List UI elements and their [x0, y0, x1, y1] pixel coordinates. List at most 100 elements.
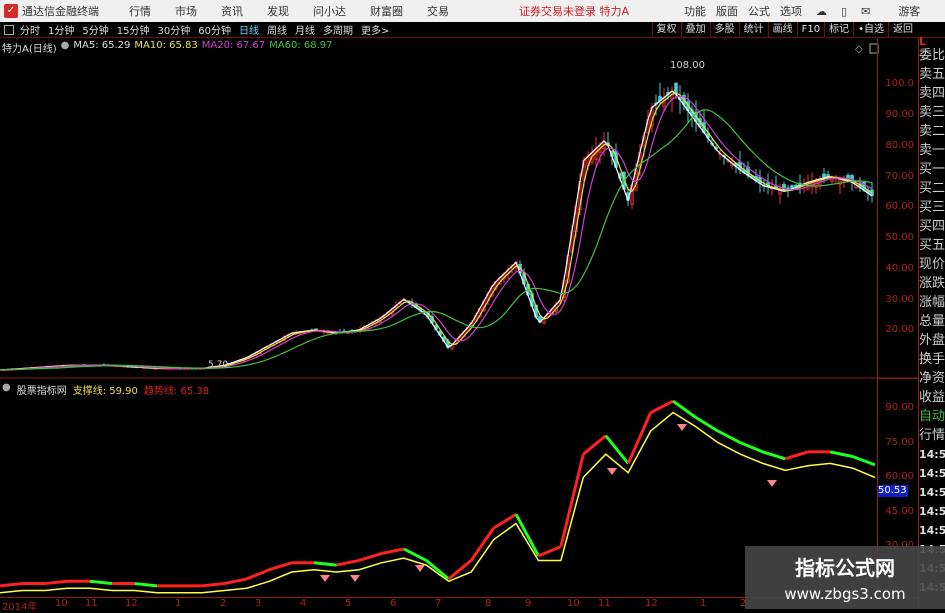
- date-axis: 2014年 10 11 12 1 2 3 4 5 6 7 8 9 10 11 12 1 2: [0, 597, 918, 613]
- quote-label: 卖五: [919, 67, 945, 82]
- diamond-icon[interactable]: ◇: [855, 44, 863, 55]
- menu-wealth[interactable]: 财富圈: [370, 5, 403, 18]
- period-tab[interactable]: 1分钟: [48, 26, 75, 37]
- period-tab[interactable]: 多周期: [322, 26, 353, 37]
- period-tab[interactable]: 60分钟: [198, 26, 231, 37]
- period-tab[interactable]: 周线: [266, 26, 287, 37]
- date-tick: 4: [300, 598, 307, 609]
- quote-tab[interactable]: 行情: [919, 428, 945, 443]
- phone-icon[interactable]: ▯: [841, 4, 848, 18]
- f10-button[interactable]: F10: [796, 22, 824, 38]
- tick-time: 14:56: [919, 486, 945, 499]
- trend-segment: [224, 577, 248, 586]
- menu-layout[interactable]: 版面: [716, 5, 739, 18]
- trend-segment: [559, 453, 585, 547]
- trend-segment: [604, 434, 630, 465]
- tick-time: 14:56: [919, 448, 945, 461]
- menu-ask[interactable]: 问小达: [313, 5, 346, 18]
- menu-quotes[interactable]: 行情: [129, 5, 151, 18]
- back-button[interactable]: 返回: [888, 22, 917, 38]
- quote-label: 卖二: [919, 124, 945, 139]
- period-tab[interactable]: 15分钟: [116, 26, 150, 37]
- draw-button[interactable]: 画线: [767, 22, 797, 38]
- trend-segment: [201, 582, 225, 588]
- period-tab[interactable]: 30分钟: [157, 26, 191, 37]
- indicator-icon[interactable]: ●: [2, 382, 11, 393]
- trend-segment: [89, 579, 113, 586]
- quote-panel: L 委比 卖五 卖四 卖三 卖二 卖一 买一 买二 买三 买四 买五 现价 涨跌 涨幅 总量 外盘 换手 净资 收益…: [918, 35, 945, 609]
- signal-marker-icon: [607, 468, 617, 475]
- lr-icon[interactable]: L: [919, 35, 927, 48]
- period-tab-active[interactable]: 日线: [238, 26, 259, 37]
- panel-toggle-icon[interactable]: [869, 43, 879, 54]
- quote-label: 买三: [919, 200, 945, 215]
- tick: 40.00: [885, 263, 914, 274]
- menu-formula[interactable]: 公式: [748, 5, 771, 18]
- period-tab[interactable]: 5分钟: [82, 26, 109, 37]
- trend-segment: [762, 450, 786, 461]
- watermark-logo: 指标公式网 www.zbgs3.com: [745, 546, 945, 609]
- trend-segment: [694, 415, 719, 433]
- mark-button[interactable]: 标记: [824, 22, 853, 38]
- menu-market[interactable]: 市场: [175, 5, 197, 18]
- trend-segment: [717, 429, 742, 444]
- watchlist-button[interactable]: •自选: [853, 22, 888, 38]
- toggle-icon[interactable]: [4, 24, 14, 35]
- date-tick: 1: [700, 598, 707, 609]
- tick: 30.00: [885, 540, 914, 551]
- auto-button[interactable]: 自动: [919, 409, 945, 424]
- quote-label: 卖三: [919, 105, 945, 120]
- signal-marker-icon: [350, 575, 360, 582]
- support-line: [0, 411, 876, 594]
- app-logo-icon: ✓: [4, 4, 18, 18]
- date-tick: 7: [435, 598, 442, 609]
- date-tick: 2: [220, 598, 227, 609]
- multi-stock-button[interactable]: 多股: [709, 22, 739, 38]
- period-tab[interactable]: 分时: [20, 26, 40, 37]
- ma20-line: [0, 95, 873, 371]
- cloud-icon[interactable]: ☁: [816, 4, 828, 18]
- quote-label: 买五: [919, 238, 945, 253]
- kline-chart[interactable]: 108.00 5.70 ◇: [0, 0, 918, 597]
- tick-time: 14:56: [919, 524, 945, 537]
- trend-segment: [246, 568, 270, 581]
- menu-trade[interactable]: 交易: [427, 5, 449, 18]
- quote-label: 涨跌: [919, 276, 945, 291]
- menu-news[interactable]: 资讯: [221, 5, 243, 18]
- overlay-button[interactable]: 叠加: [680, 22, 710, 38]
- app-title: 通达信金融终端: [22, 5, 99, 18]
- date-tick: 6: [390, 598, 397, 609]
- login-status[interactable]: 证券交易未登录 特力A: [519, 5, 630, 18]
- tick: 20.00: [885, 324, 914, 335]
- trend-segment: [649, 399, 674, 414]
- period-tab[interactable]: 更多>: [360, 26, 390, 37]
- date-tick: 8: [485, 598, 492, 609]
- indicator-legend: ● 股票指标网 支撑线: 59.90 趋势线: 65.38: [2, 382, 209, 397]
- menu-options[interactable]: 选项: [780, 5, 803, 18]
- tick: 90.00: [885, 109, 914, 120]
- tick: 80.00: [885, 140, 914, 151]
- user-label[interactable]: 游客: [898, 5, 921, 18]
- stats-button[interactable]: 统计: [738, 22, 768, 38]
- stock-name: 特力A(日线): [2, 44, 57, 55]
- period-tab[interactable]: 月线: [294, 26, 315, 37]
- message-icon[interactable]: ✉: [861, 4, 871, 18]
- trend-segment: [381, 547, 405, 555]
- date-tick: 2: [740, 598, 747, 609]
- quote-label: 现价: [919, 257, 945, 272]
- menu-discover[interactable]: 发现: [267, 5, 289, 18]
- adjust-button[interactable]: 复权: [651, 22, 681, 38]
- date-tick: 11: [598, 598, 611, 609]
- tick: 100.0: [885, 78, 914, 89]
- signal-marker-icon: [415, 565, 425, 572]
- quote-label: 买四: [919, 219, 945, 234]
- trend-segment: [582, 434, 607, 456]
- settings-icon[interactable]: ●: [60, 40, 70, 51]
- tick: 30.00: [885, 294, 914, 305]
- menu-function[interactable]: 功能: [684, 5, 707, 18]
- quote-label: 外盘: [919, 333, 945, 348]
- quote-label: 总量: [919, 314, 945, 329]
- tick: 45.00: [885, 506, 914, 517]
- indicator-name: 股票指标网: [16, 386, 67, 397]
- quote-label: 买一: [919, 162, 945, 177]
